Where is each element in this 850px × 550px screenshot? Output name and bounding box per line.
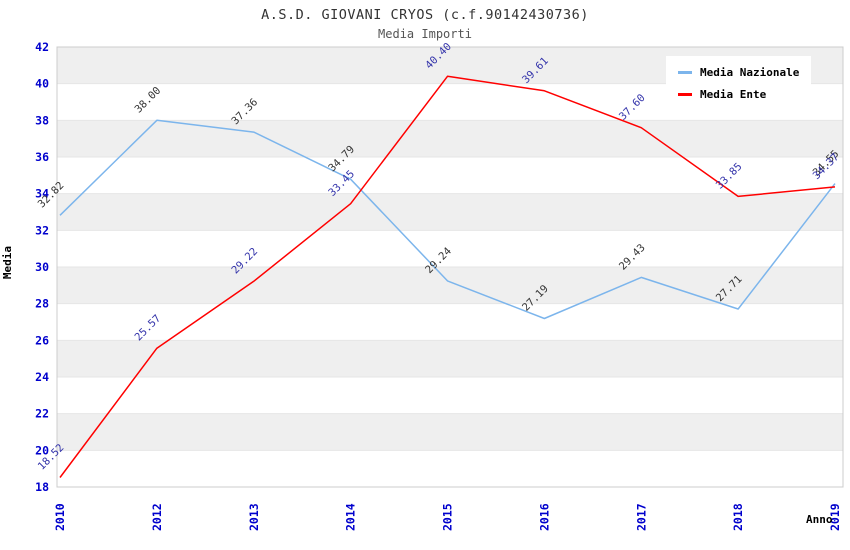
chart-title: A.S.D. GIOVANI CRYOS (c.f.90142430736) (261, 7, 589, 23)
plot-band (57, 267, 843, 304)
data-label: 37.60 (617, 92, 648, 123)
x-tick-label: 2014 (344, 503, 358, 531)
x-tick-label: 2019 (828, 503, 842, 531)
legend: Media Nazionale Media Ente (666, 56, 812, 111)
y-tick-label: 34 (35, 187, 49, 201)
y-tick-label: 18 (35, 480, 49, 494)
y-tick-label: 30 (35, 260, 49, 274)
data-label: 38.00 (133, 85, 164, 116)
legend-item-media-ente[interactable]: Media Ente (678, 83, 799, 105)
x-tick-label: 2010 (53, 503, 67, 531)
y-tick-label: 24 (35, 370, 49, 384)
legend-marker-nazionale-icon (678, 70, 692, 74)
y-tick-label: 38 (35, 113, 49, 127)
x-tick-label: 2012 (150, 503, 164, 531)
plot-band (57, 120, 843, 157)
x-tick-label: 2015 (441, 503, 455, 531)
data-label: 33.85 (714, 161, 745, 192)
x-tick-label: 2018 (731, 503, 745, 531)
y-axis-title: Media (1, 245, 15, 280)
plot-band (57, 340, 843, 377)
chart-subtitle: Media Importi (378, 27, 472, 41)
y-tick-label: 22 (35, 407, 49, 421)
y-tick-label: 28 (35, 297, 49, 311)
x-tick-label: 2013 (247, 503, 261, 531)
legend-label-ente: Media Ente (700, 87, 767, 101)
y-tick-label: 32 (35, 223, 49, 237)
y-tick-label: 40 (35, 77, 49, 91)
legend-marker-ente-icon (678, 92, 692, 96)
y-tick-label: 36 (35, 150, 49, 164)
y-tick-label: 26 (35, 333, 49, 347)
series-line-nazionale[interactable] (59, 119, 836, 320)
data-label: 25.57 (133, 313, 164, 344)
x-axis-title: Anno (806, 513, 833, 526)
y-tick-label: 20 (35, 443, 49, 457)
legend-item-media-nazionale[interactable]: Media Nazionale (678, 61, 799, 83)
x-tick-label: 2016 (537, 503, 551, 531)
plot-border (56, 46, 844, 488)
y-tick-label: 42 (35, 40, 49, 54)
series-line-ente[interactable] (59, 75, 836, 478)
plot-band (57, 193, 843, 231)
x-tick-label: 2017 (634, 503, 648, 531)
plot-band (57, 413, 843, 451)
legend-label-nazionale: Media Nazionale (700, 65, 800, 79)
